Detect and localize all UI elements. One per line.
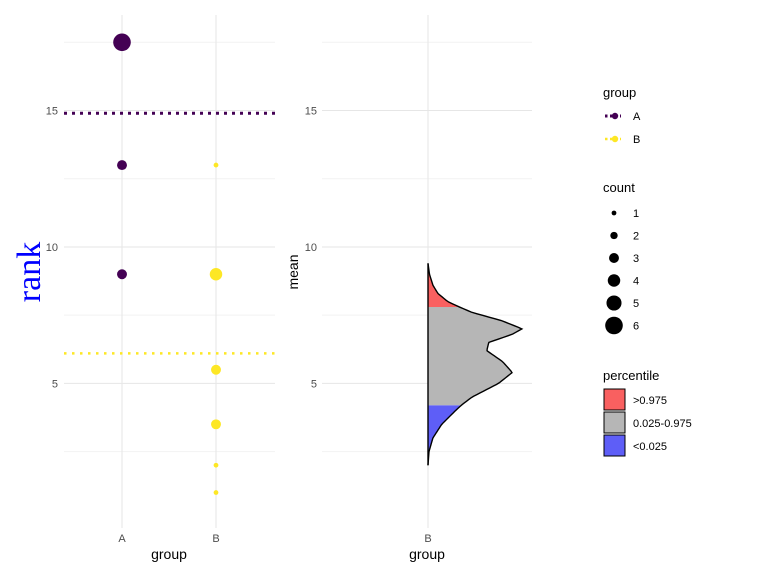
legend-group-label: B: [633, 134, 640, 146]
left-x-axis-title: group: [151, 546, 187, 562]
legend-percentile-key: [603, 434, 626, 457]
group-b-point: [213, 490, 219, 495]
density-region-high: [428, 263, 460, 307]
legend-count-label: 3: [633, 253, 639, 265]
legend-count-key: [607, 274, 621, 287]
left-panel: 5 10 15 A B: [46, 15, 275, 545]
right-y-tick-label: 15: [305, 106, 317, 118]
legend-group-key-point: [611, 112, 619, 120]
density-outline: [427, 263, 524, 466]
right-x-axis-title: group: [409, 546, 445, 562]
group-a-point: [117, 160, 127, 171]
legend-percentile-label: 0.025-0.975: [633, 418, 692, 430]
left-y-axis-title: rank: [11, 242, 48, 302]
legend-group-label: A: [633, 111, 641, 123]
legend-count-label: 2: [633, 231, 639, 243]
legend-count-title: count: [603, 180, 635, 195]
group-b-point: [211, 419, 221, 430]
legend-group-title: group: [603, 85, 636, 100]
legend-percentile-title: percentile: [603, 368, 659, 383]
legend-group-key-point: [611, 135, 619, 143]
density-region-low: [428, 405, 462, 466]
legend-count-key: [610, 231, 618, 240]
left-x-tick-label: B: [212, 533, 219, 545]
legend-count-key: [611, 210, 617, 216]
legend-count-key: [606, 295, 622, 311]
legend-count-key: [609, 253, 619, 263]
right-panel: 5 10 15 B: [305, 15, 532, 545]
legend-percentile-label: <0.025: [633, 441, 667, 453]
legend-percentile-label: >0.975: [633, 395, 667, 407]
legend-count-label: 5: [633, 298, 639, 310]
group-b-point: [211, 364, 221, 375]
group-a-point: [117, 269, 127, 280]
group-b-point: [213, 462, 219, 468]
legend: group count percentile AB 1 2 3 4 5 6 >0.975 0.0…: [603, 85, 692, 457]
legend-items: AB 1 2 3 4 5 6 >0.975 0.025-0.975 <0.025: [603, 111, 692, 457]
group-b-point: [213, 162, 219, 168]
right-x-tick-label: B: [424, 533, 431, 545]
group-b-point: [209, 267, 223, 281]
right-y-tick-label: 10: [305, 242, 317, 254]
legend-percentile-key: [603, 388, 626, 411]
legend-count-label: 4: [633, 276, 639, 288]
left-y-tick-label: 10: [46, 242, 58, 254]
left-y-tick-label: 5: [52, 378, 58, 390]
group-a-point: [113, 33, 131, 52]
legend-count-label: 1: [633, 208, 639, 220]
right-y-axis-title: mean: [285, 254, 301, 289]
right-y-tick-label: 5: [311, 378, 317, 390]
left-y-tick-label: 15: [46, 106, 58, 118]
legend-count-key: [605, 316, 623, 335]
left-x-tick-label: A: [118, 533, 126, 545]
density-region-mid: [428, 306, 522, 406]
legend-count-label: 6: [633, 321, 639, 333]
legend-percentile-key: [603, 411, 626, 434]
